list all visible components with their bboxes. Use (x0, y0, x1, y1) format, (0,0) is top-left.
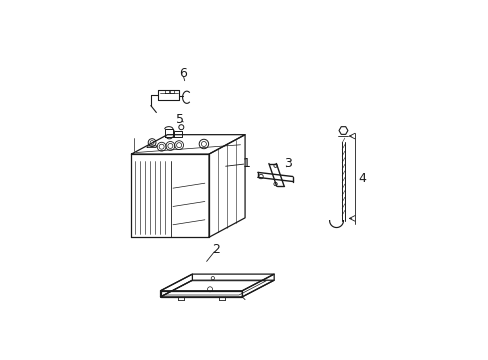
Text: 2: 2 (212, 243, 220, 256)
Text: 3: 3 (284, 157, 291, 170)
Text: 1: 1 (242, 157, 250, 170)
Text: 4: 4 (357, 172, 365, 185)
Text: 6: 6 (179, 67, 186, 80)
Text: 5: 5 (176, 113, 183, 126)
